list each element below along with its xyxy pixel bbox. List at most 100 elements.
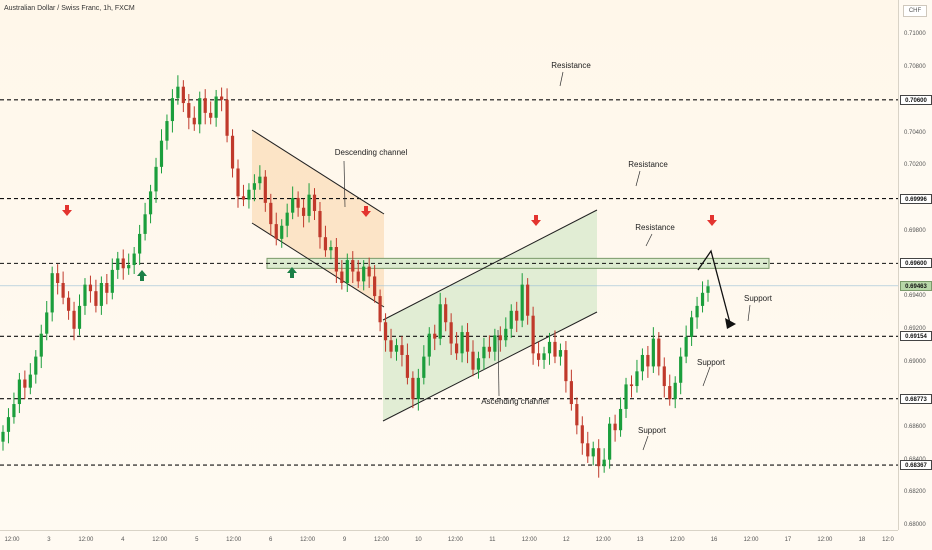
time-tick-label-19: 12:00 — [669, 537, 685, 543]
price-tick-label-4: 0.70200 — [904, 162, 926, 169]
chart-plot-area[interactable] — [0, 0, 898, 530]
annotation-descending-channel: Descending channel — [334, 148, 408, 157]
candle-body-89 — [482, 346, 486, 359]
candle-body-87 — [471, 351, 475, 370]
annotation-support-1: Support — [743, 294, 773, 303]
candle-body-98 — [531, 315, 535, 354]
candle-body-32 — [170, 98, 175, 122]
candle-body-45 — [241, 196, 246, 200]
candle-body-37 — [198, 98, 202, 125]
candle-body-97 — [526, 284, 530, 316]
candle-body-25 — [132, 253, 136, 265]
buy-arrow-icon-2-shaft — [290, 273, 294, 278]
annotation-ascending-channel: Ascending channel — [481, 397, 549, 406]
candle-body-72 — [389, 340, 393, 352]
time-tick-label-3: 12:00 — [78, 537, 94, 543]
currency-label[interactable]: CHF — [903, 5, 927, 17]
candle-body-65 — [351, 260, 355, 272]
annotation-pointer-2 — [635, 170, 641, 187]
candle-body-29 — [154, 166, 158, 192]
candle-body-60 — [323, 237, 328, 251]
price-level-badge-1: 0.70600 — [900, 94, 932, 105]
candle-body-46 — [247, 189, 251, 200]
annotation-resistance-1: Resistance — [551, 61, 591, 70]
candle-body-101 — [547, 341, 552, 354]
annotation-pointer-7 — [702, 366, 711, 387]
candle-body-112 — [608, 423, 612, 460]
annotation-pointer-3 — [645, 233, 653, 247]
chart-title: Australian Dollar / Swiss Franc, 1h, FXC… — [4, 5, 135, 12]
candle-body-16 — [83, 284, 87, 306]
candle-body-86 — [465, 332, 470, 352]
candle-body-119 — [646, 354, 650, 367]
candle-body-123 — [668, 386, 672, 400]
time-tick-label-22: 17 — [784, 537, 792, 543]
candle-body-13 — [66, 297, 71, 311]
candle-body-120 — [651, 338, 655, 367]
candle-body-61 — [329, 247, 333, 251]
candle-body-74 — [400, 345, 404, 355]
candle-body-64 — [345, 260, 349, 283]
time-tick-label-8: 6 — [268, 537, 273, 543]
candle-body-33 — [176, 86, 180, 99]
candle-body-43 — [230, 135, 235, 169]
candle-body-8 — [39, 333, 43, 357]
price-tick-label-3: 0.70400 — [904, 129, 926, 136]
candle-body-15 — [77, 305, 82, 329]
annotation-pointer-6 — [747, 304, 751, 322]
candle-body-108 — [586, 443, 590, 457]
candle-body-109 — [591, 448, 595, 457]
price-level-badge-6: 0.68773 — [900, 393, 932, 404]
annotation-support-3: Support — [637, 426, 667, 435]
price-tick-label-2: 0.70800 — [904, 64, 926, 71]
candle-body-59 — [318, 211, 322, 238]
price-level-badge-4: 0.69463 — [900, 280, 932, 291]
time-tick-label-17: 12:00 — [595, 537, 611, 543]
price-tick-label-8: 0.69000 — [904, 358, 926, 365]
candle-body-12 — [61, 282, 65, 298]
sell-arrow-icon-2 — [361, 211, 371, 217]
candle-body-128 — [695, 305, 699, 318]
time-tick-label-6: 5 — [195, 537, 199, 543]
candle-body-2 — [6, 417, 11, 432]
candle-body-56 — [301, 207, 306, 216]
projection-arrowhead — [725, 318, 736, 329]
candle-body-84 — [455, 343, 459, 354]
time-axis[interactable] — [0, 530, 898, 550]
time-tick-label-4: 4 — [121, 537, 125, 543]
candle-body-76 — [411, 377, 415, 400]
price-level-badge-2: 0.69996 — [900, 193, 932, 204]
time-tick-label-21: 12:00 — [743, 537, 759, 543]
candle-body-100 — [542, 353, 546, 360]
candle-body-94 — [509, 310, 513, 329]
candle-body-68 — [367, 266, 371, 277]
candle-body-127 — [690, 317, 694, 337]
sell-arrow-icon-3 — [531, 220, 541, 226]
candlestick-chart[interactable] — [0, 0, 898, 530]
candle-body-35 — [187, 103, 191, 118]
candle-body-5 — [23, 379, 27, 388]
candle-body-62 — [334, 247, 338, 272]
candle-body-14 — [72, 310, 76, 329]
annotation-resistance-2: Resistance — [628, 160, 668, 169]
candle-body-20 — [105, 282, 109, 293]
candle-body-115 — [624, 384, 628, 409]
candle-body-21 — [110, 269, 114, 293]
buy-arrow-icon-1 — [137, 270, 147, 276]
candle-body-110 — [597, 448, 601, 467]
candle-body-26 — [138, 233, 142, 254]
candle-body-40 — [214, 96, 218, 118]
candle-body-48 — [258, 176, 262, 184]
time-tick-label-16: 12 — [562, 537, 570, 543]
candle-body-117 — [635, 371, 639, 387]
candle-body-44 — [236, 168, 240, 197]
price-level-badge-5: 0.69154 — [900, 331, 932, 342]
candle-body-80 — [433, 333, 437, 339]
candle-body-9 — [45, 312, 49, 334]
candle-body-36 — [192, 117, 196, 125]
candle-body-116 — [629, 384, 634, 387]
ascending-channel-upper-line — [382, 209, 598, 321]
candle-body-96 — [520, 284, 524, 321]
time-tick-label-14: 11 — [489, 537, 496, 543]
